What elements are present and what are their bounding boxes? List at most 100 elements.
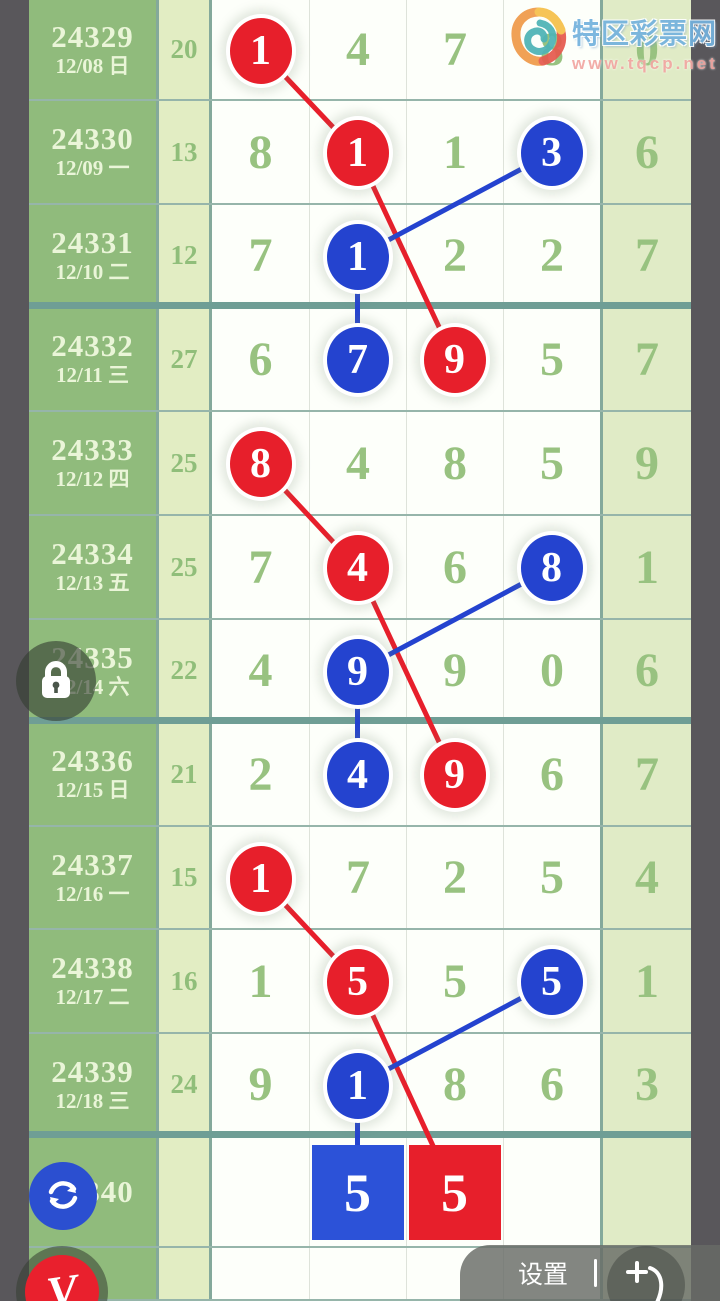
digit-value: 9 bbox=[443, 644, 467, 697]
period-cell: 24331 12/10 二 bbox=[29, 205, 159, 306]
refresh-button[interactable] bbox=[29, 1162, 97, 1230]
sum-value: 15 bbox=[170, 862, 198, 892]
digit-value: 6 bbox=[248, 332, 273, 386]
digit-value: 2 bbox=[443, 229, 467, 282]
digit-cell: 7 bbox=[600, 723, 691, 825]
v-logo-icon: V bbox=[25, 1255, 99, 1301]
v-logo-letter: V bbox=[43, 1264, 81, 1301]
digit-cell: 9 bbox=[212, 1034, 309, 1135]
digit-cell: 6 bbox=[600, 620, 691, 721]
digit-value: 4 bbox=[248, 644, 273, 697]
digit-value: 5 bbox=[347, 959, 368, 1005]
settings-button[interactable]: 设置 bbox=[518, 1261, 569, 1289]
sum-value: 25 bbox=[170, 551, 198, 582]
digit-cell: 7 bbox=[406, 0, 503, 99]
sum-value: 12 bbox=[170, 240, 198, 270]
digit-value: 1 bbox=[635, 540, 659, 594]
digit-value: 6 bbox=[635, 125, 659, 179]
lock-button[interactable] bbox=[16, 641, 96, 721]
sum-value: 16 bbox=[170, 965, 198, 996]
digit-cell: 5 bbox=[406, 930, 503, 1032]
digit-value: 0 bbox=[635, 23, 659, 76]
digit-value: 2 bbox=[540, 229, 564, 282]
draw-date: 12/11 三 bbox=[56, 363, 129, 387]
period-number: 24331 bbox=[51, 224, 134, 260]
blue-forecast-square[interactable]: 5 bbox=[311, 1145, 404, 1240]
digit-cell: 9 bbox=[406, 620, 503, 721]
digit-value: 7 bbox=[635, 229, 659, 282]
digit-value: 7 bbox=[635, 332, 659, 386]
sum-cell bbox=[159, 1137, 212, 1246]
digit-cell: 9 bbox=[600, 412, 691, 514]
digit-value: 1 bbox=[347, 1062, 368, 1109]
digit-cell: 2 bbox=[406, 827, 503, 928]
digit-value: 5 bbox=[540, 332, 564, 386]
blue-circled-digit: 1 bbox=[326, 223, 389, 290]
draw-date: 12/12 四 bbox=[55, 467, 130, 491]
red-circled-digit: 1 bbox=[229, 17, 292, 84]
period-number: 24336 bbox=[51, 743, 134, 778]
sum-value: 22 bbox=[170, 655, 198, 685]
digit-cell: 8 bbox=[212, 101, 309, 203]
digit-value: 7 bbox=[346, 851, 370, 904]
digit-value: 7 bbox=[248, 540, 273, 594]
toolbar-divider bbox=[594, 1259, 598, 1287]
blue-circled-digit: 4 bbox=[326, 742, 389, 808]
red-circled-digit: 5 bbox=[326, 949, 389, 1015]
digit-value: 2 bbox=[443, 851, 467, 904]
group-separator bbox=[29, 717, 691, 724]
digit-cell: 6 bbox=[212, 308, 309, 410]
lock-icon bbox=[34, 658, 78, 705]
digit-cell bbox=[212, 1248, 309, 1299]
period-cell: 24337 12/16 一 bbox=[29, 827, 159, 928]
digit-cell: 8 bbox=[406, 1034, 503, 1135]
sum-cell: 24 bbox=[159, 1034, 212, 1135]
add-trend-line-button[interactable] bbox=[607, 1246, 686, 1301]
period-cell: 24339 12/18 三 bbox=[29, 1034, 159, 1135]
blue-circled-digit: 5 bbox=[520, 949, 583, 1015]
digit-cell: 5 bbox=[503, 308, 600, 410]
digit-value: 5 bbox=[540, 851, 564, 904]
digit-value: 5 bbox=[443, 954, 467, 1008]
digit-value: 9 bbox=[635, 436, 659, 490]
digit-value: 8 bbox=[540, 23, 564, 76]
digit-cell: 6 bbox=[406, 516, 503, 618]
period-number: 24332 bbox=[51, 328, 134, 363]
digit-value: 6 bbox=[540, 1058, 564, 1111]
digit-value: 8 bbox=[250, 441, 271, 487]
digit-cell: 0 bbox=[503, 620, 600, 721]
red-circled-digit: 9 bbox=[423, 742, 486, 808]
digit-cell: 3 bbox=[600, 1034, 691, 1135]
period-cell: 24330 12/09 一 bbox=[29, 101, 159, 203]
digit-value: 5 bbox=[540, 436, 564, 490]
draw-date: 12/09 一 bbox=[55, 156, 130, 180]
draw-date: 12/17 二 bbox=[55, 985, 130, 1009]
table-row: 24329 12/08 日 20 4 7 8 0 bbox=[29, 0, 691, 101]
digit-value: 9 bbox=[248, 1058, 273, 1111]
group-separator bbox=[29, 302, 691, 309]
red-forecast-square[interactable]: 5 bbox=[408, 1145, 501, 1240]
digit-value: 1 bbox=[250, 27, 271, 74]
digit-cell: 7 bbox=[600, 205, 691, 306]
digit-value: 1 bbox=[635, 954, 659, 1008]
digit-cell: 1 bbox=[600, 516, 691, 618]
table-row: 24332 12/11 三 27 6 5 7 bbox=[29, 308, 691, 412]
sum-cell: 16 bbox=[159, 930, 212, 1032]
digit-value: 4 bbox=[346, 436, 370, 490]
period-number: 24334 bbox=[51, 536, 134, 571]
sum-cell: 22 bbox=[159, 620, 212, 721]
digit-value: 3 bbox=[541, 130, 562, 176]
digit-value: 8 bbox=[443, 1058, 467, 1111]
digit-value: 8 bbox=[541, 545, 562, 591]
period-number: 24338 bbox=[51, 950, 134, 985]
digit-cell: 1 bbox=[600, 930, 691, 1032]
digit-cell: 6 bbox=[503, 723, 600, 825]
forecast-value: 5 bbox=[441, 1162, 468, 1223]
digit-value: 9 bbox=[347, 648, 368, 695]
digit-value: 3 bbox=[635, 1058, 659, 1111]
draw-date: 12/13 五 bbox=[55, 571, 130, 595]
sum-cell: 12 bbox=[159, 205, 212, 306]
digit-value: 7 bbox=[347, 337, 368, 383]
sum-cell: 20 bbox=[159, 0, 212, 99]
